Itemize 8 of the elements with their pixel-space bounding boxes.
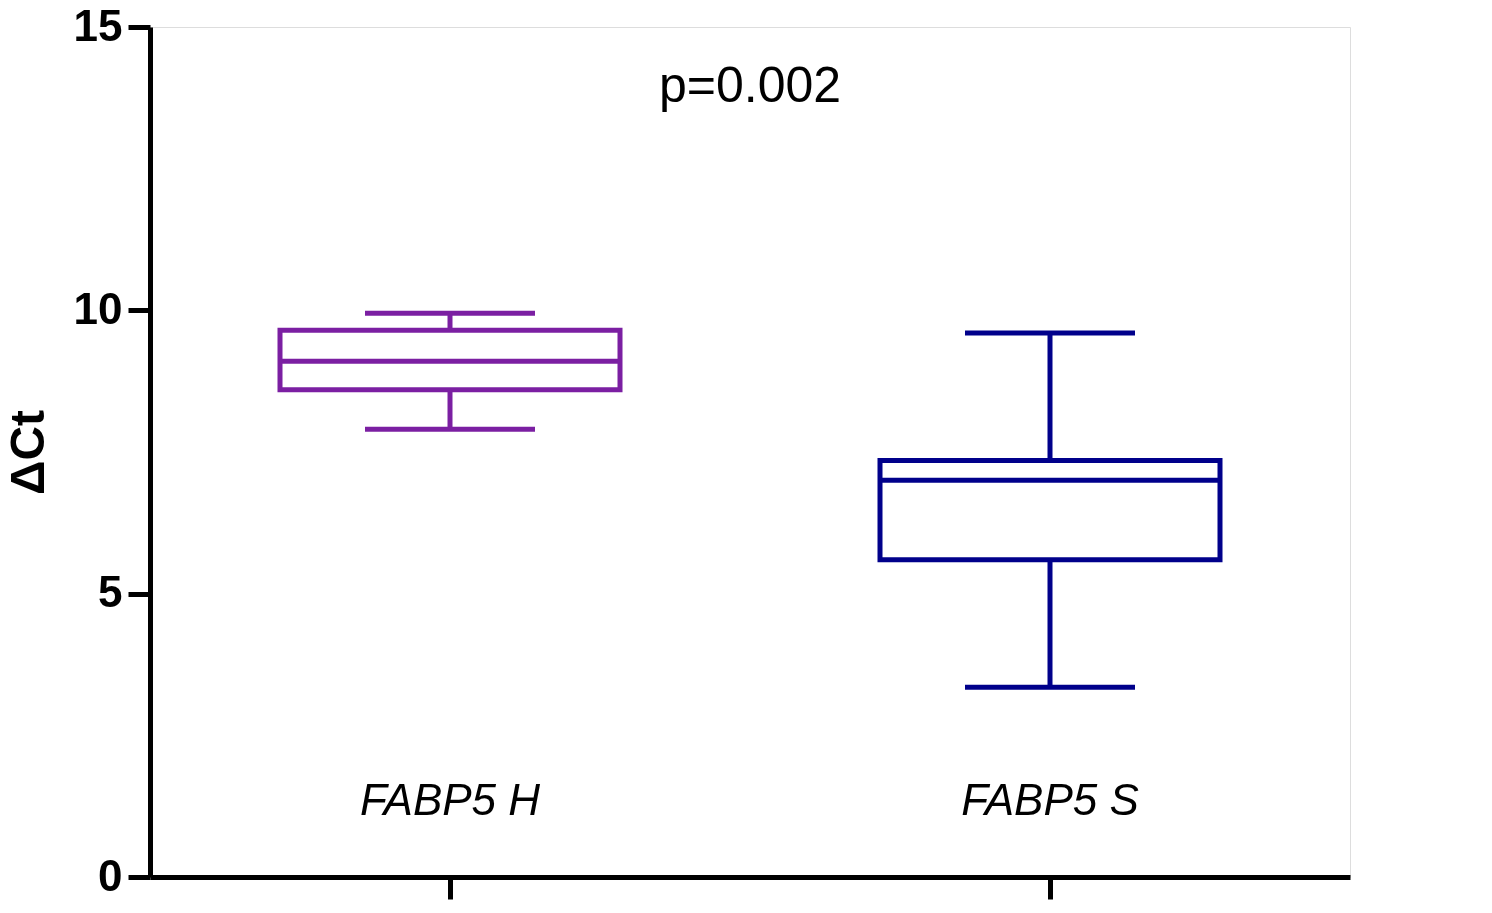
annotation: p=0.002 [658,57,842,113]
x-tick-label: FABP5 H [359,774,541,824]
y-axis-title: ΔCt [0,409,54,496]
y-tick-label: 0 [98,850,123,900]
y-tick-label: 10 [73,283,123,333]
y-tick-label: 15 [73,0,123,50]
x-tick-label: FABP5 S [961,774,1139,824]
y-tick-label: 5 [98,567,123,617]
